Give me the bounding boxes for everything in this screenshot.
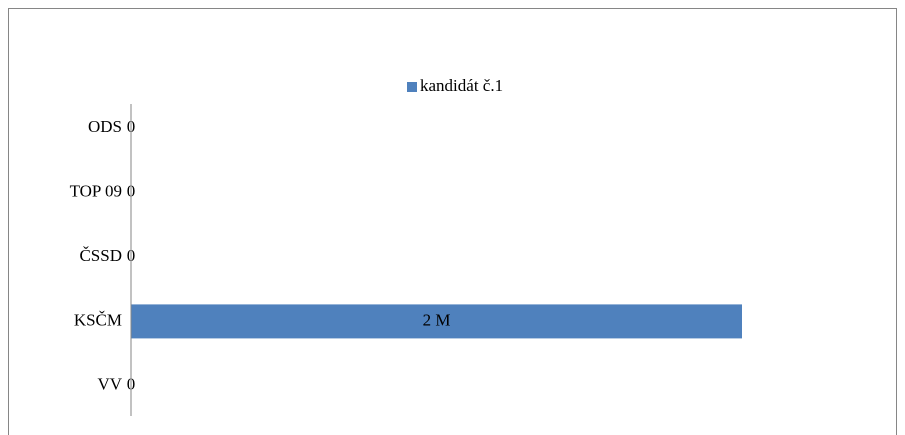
- y-tick-label: KSČM: [74, 310, 122, 329]
- legend-swatch: [407, 82, 417, 92]
- y-tick-label: ODS: [88, 117, 122, 136]
- bar: [131, 304, 742, 339]
- legend-label: kandidát č.1: [420, 76, 503, 95]
- y-tick-label: TOP 09: [70, 182, 122, 201]
- data-label: 2 M: [423, 310, 451, 329]
- y-tick-label: VV: [97, 375, 122, 394]
- y-tick-label: ČSSD: [79, 246, 122, 265]
- chart-border: [8, 8, 897, 435]
